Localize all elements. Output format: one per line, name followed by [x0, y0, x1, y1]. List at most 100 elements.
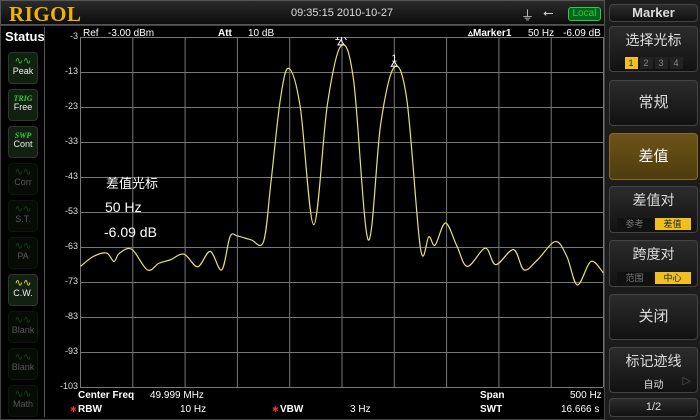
usb-icon: ⭠ — [543, 5, 554, 20]
ref-label: Ref — [83, 28, 99, 39]
status-button-label: Math — [12, 399, 33, 409]
att-value: 10 dB — [248, 28, 275, 39]
marker-readout-amp: -6.09 dB — [563, 28, 601, 39]
status-button-label: S.T. — [15, 214, 31, 224]
probe-icon: ⏚ — [521, 8, 535, 23]
y-tick-label: -103 — [59, 381, 78, 391]
status-button-label: Blank — [11, 325, 35, 335]
spectrum-trace — [80, 44, 604, 286]
corr-icon: ∿∿ — [14, 167, 32, 178]
status-button-cw[interactable]: ∿∿ C.W. — [8, 274, 38, 306]
status-button-free[interactable]: TRIG Free — [8, 89, 38, 121]
status-button-label: Peak — [12, 66, 34, 76]
vbw-manual-indicator: ✱ — [272, 405, 279, 414]
status-button-top: TRIG — [13, 94, 33, 103]
marker-trace-button[interactable]: 标记迹线 自动 ▷ — [609, 347, 698, 393]
att-label: Att — [218, 28, 232, 39]
status-button-blank[interactable]: ∿∿ Blank — [8, 348, 38, 380]
span-pair-center-option[interactable]: 中心 — [654, 272, 691, 284]
delta-pair-delta-option[interactable]: 差值 — [654, 218, 691, 230]
status-button-label: C.W. — [13, 288, 33, 298]
status-button-blank[interactable]: ∿∿ Blank — [8, 311, 38, 343]
span-pair-span-option[interactable]: 范围 — [616, 272, 653, 284]
y-tick-label: -23 — [64, 101, 78, 111]
center-freq-label: Center Freq — [78, 390, 135, 401]
menu-title: Marker — [609, 4, 698, 22]
marker-readout-label: ▵Marker1 — [468, 28, 512, 39]
y-tick-label: -73 — [64, 276, 78, 286]
delta-marker-overlay-amp: -6.09 dB — [104, 224, 157, 240]
blank-icon: ∿∿ — [14, 352, 32, 363]
pa-icon: ∿∿ — [14, 241, 32, 252]
status-button-label: PA — [17, 251, 29, 261]
span-pair-button[interactable]: 跨度对 范围 中心 — [609, 240, 698, 287]
marker-option-2[interactable]: 2 — [639, 57, 653, 69]
marker-trace-label: 标记迹线 — [625, 353, 682, 369]
rbw-value[interactable]: 10 Hz — [180, 404, 207, 415]
vbw-value[interactable]: 3 Hz — [350, 404, 371, 415]
delta-button[interactable]: 差值 — [609, 133, 698, 180]
span-pair-label: 跨度对 — [632, 246, 675, 262]
y-tick-label: -13 — [64, 66, 78, 76]
st-icon: ∿∿ — [14, 204, 32, 215]
rigol-logo: RIGOL — [9, 2, 82, 26]
rbw-manual-indicator: ✱ — [70, 405, 77, 414]
math-icon: ∿∿ — [14, 389, 32, 400]
y-tick-label: -63 — [64, 241, 78, 251]
status-button-math[interactable]: ∿∿ Math — [8, 385, 38, 417]
marker-option-3[interactable]: 3 — [654, 57, 668, 69]
marker-trace-value: 自动 — [643, 380, 664, 391]
y-tick-label: -43 — [64, 171, 78, 181]
y-tick-label: -53 — [64, 206, 78, 216]
page-button[interactable]: 1/2 — [609, 398, 698, 417]
cw-icon: ∿∿ — [14, 278, 32, 289]
status-button-label: Blank — [11, 362, 35, 372]
status-title: Status — [5, 29, 45, 44]
status-button-corr[interactable]: ∿∿ Corr — [8, 163, 38, 195]
status-button-top: SWP — [14, 131, 32, 140]
status-button-cont[interactable]: SWP Cont — [8, 126, 38, 158]
center-freq-value[interactable]: 49.999 MHz — [150, 390, 204, 401]
local-status-badge[interactable]: Local — [568, 7, 601, 21]
normal-button[interactable]: 常规 — [609, 80, 698, 126]
y-tick-label: -33 — [64, 136, 78, 146]
status-button-peak[interactable]: ∿∿ Peak — [8, 52, 38, 84]
chevron-right-icon: ▷ — [682, 375, 691, 387]
status-button-pa[interactable]: ∿∿ PA — [8, 237, 38, 269]
title-bar: RIGOL 09:35:15 2010-10-27 ⏚ ⭠ Local — [0, 0, 605, 26]
marker-option-4[interactable]: 4 — [669, 57, 683, 69]
off-button[interactable]: 关闭 — [609, 294, 698, 340]
vbw-label: VBW — [280, 404, 304, 415]
y-tick-label: -83 — [64, 311, 78, 321]
marker-point[interactable] — [390, 60, 399, 67]
delta-marker-overlay-freq: 50 Hz — [105, 199, 142, 215]
display-area — [0, 25, 605, 420]
spectrum-plot[interactable]: 1R 1 — [80, 37, 604, 388]
ref-value: -3.00 dBm — [108, 28, 155, 39]
span-label: Span — [480, 390, 505, 401]
datetime: 09:35:15 2010-10-27 — [291, 7, 394, 19]
y-tick-label: -93 — [64, 346, 78, 356]
swt-label: SWT — [480, 404, 503, 415]
span-value[interactable]: 500 Hz — [570, 390, 602, 401]
select-marker-label: 选择光标 — [625, 32, 682, 48]
delta-pair-ref-option[interactable]: 参考 — [616, 218, 653, 230]
delta-pair-button[interactable]: 差值对 参考 差值 — [609, 186, 698, 233]
divider — [44, 27, 45, 417]
status-button-label: Cont — [13, 139, 33, 149]
status-button-st[interactable]: ∿∿ S.T. — [8, 200, 38, 232]
marker-option-1[interactable]: 1 — [624, 57, 638, 69]
marker-label: 1R — [335, 37, 348, 43]
marker-label: 1 — [392, 53, 398, 64]
rbw-label: RBW — [78, 404, 102, 415]
status-button-label: Corr — [14, 177, 32, 187]
marker-point[interactable] — [337, 38, 345, 46]
status-button-label: Free — [13, 102, 33, 112]
y-tick-label: -3 — [69, 31, 78, 41]
delta-pair-label: 差值对 — [632, 192, 675, 208]
swt-value[interactable]: 16.666 s — [561, 404, 600, 415]
marker-readout-freq: 50 Hz — [528, 28, 555, 39]
peak-icon: ∿∿ — [14, 56, 32, 67]
